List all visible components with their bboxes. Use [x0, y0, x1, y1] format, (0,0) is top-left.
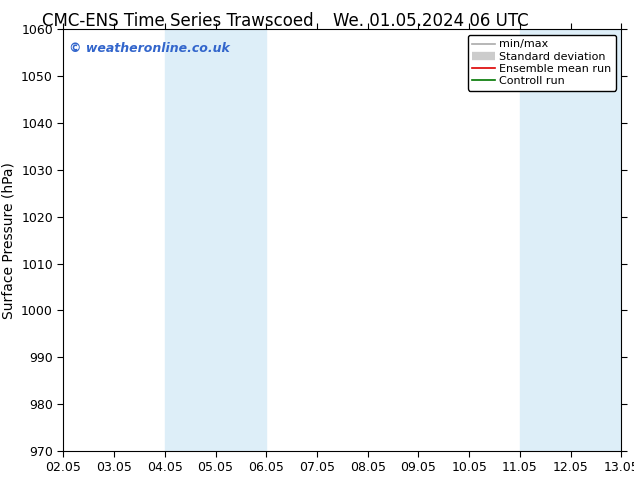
Y-axis label: Surface Pressure (hPa): Surface Pressure (hPa) — [1, 162, 16, 318]
Bar — [165, 29, 266, 451]
Legend: min/max, Standard deviation, Ensemble mean run, Controll run: min/max, Standard deviation, Ensemble me… — [468, 35, 616, 91]
Text: CMC-ENS Time Series Trawscoed: CMC-ENS Time Series Trawscoed — [42, 12, 313, 30]
Text: We. 01.05.2024 06 UTC: We. 01.05.2024 06 UTC — [333, 12, 529, 30]
Text: © weatheronline.co.uk: © weatheronline.co.uk — [69, 42, 230, 55]
Bar — [520, 29, 621, 451]
